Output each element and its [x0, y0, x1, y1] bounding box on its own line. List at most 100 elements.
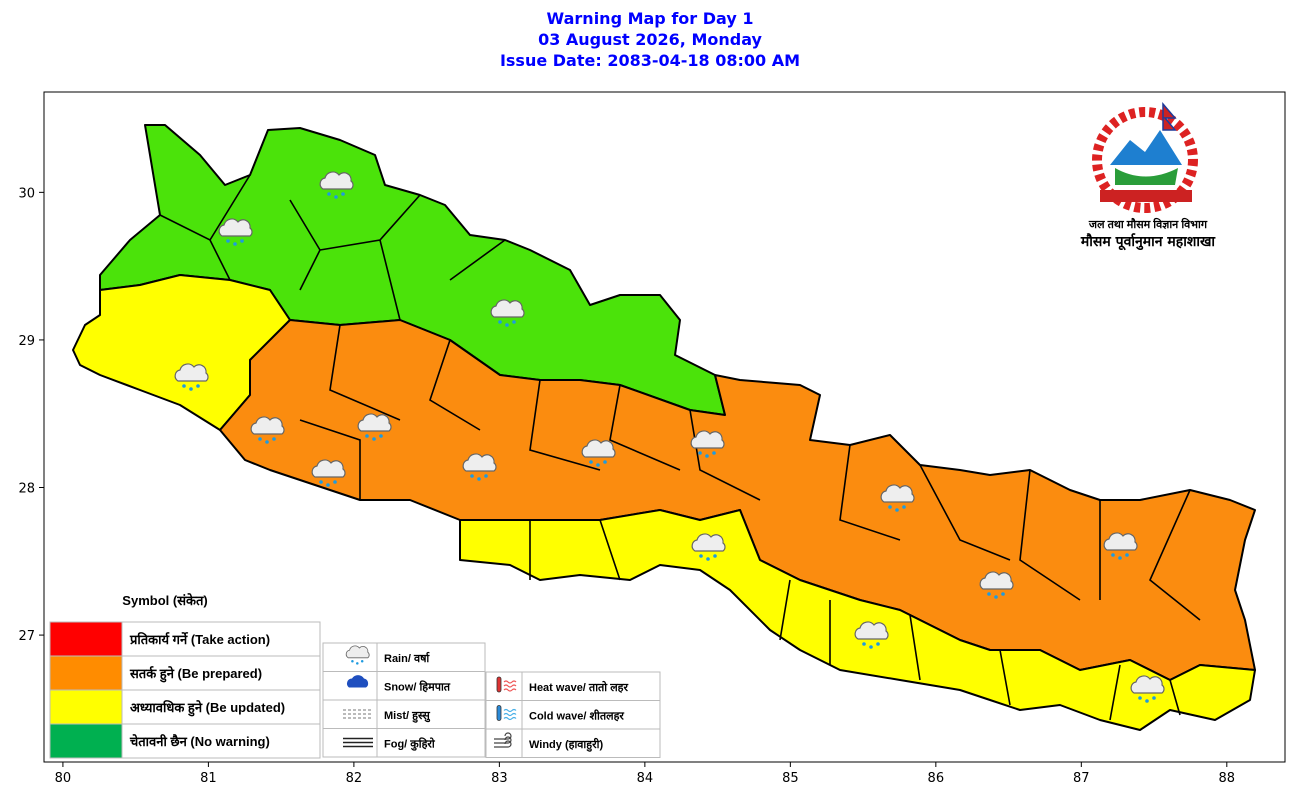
rain-drop [226, 239, 230, 243]
cloud [880, 484, 915, 503]
symbol-cell [376, 671, 486, 701]
rain-icon [979, 571, 1014, 599]
level-swatch [49, 621, 123, 657]
rain-drop [356, 662, 359, 665]
rain-drop [706, 557, 710, 561]
hazard-label: Heat wave/ तातो लहर [529, 680, 629, 694]
rain-drop [470, 474, 474, 478]
rain-drop [484, 474, 488, 478]
wind-line [494, 740, 512, 748]
cloud [581, 439, 616, 458]
y-tick-label: 30 [18, 186, 35, 201]
x-tick-label: 87 [1073, 771, 1090, 786]
rain-drop [862, 642, 866, 646]
rain-icon [581, 439, 616, 467]
wave-line [503, 680, 517, 684]
cloud [357, 413, 392, 432]
rain-drop [1145, 699, 1149, 703]
zone-be-updated-south [459, 509, 1256, 731]
logo-flag [1162, 101, 1177, 131]
rain-drop [603, 460, 607, 464]
level-cell [121, 655, 321, 691]
x-tick-label: 82 [346, 771, 363, 786]
rain-drop [189, 387, 193, 391]
rain-drop [326, 483, 330, 487]
snow-icon [347, 675, 369, 688]
rain-icon [691, 533, 726, 561]
logo-line1: जल तथा मौसम विज्ञान विभाग [1088, 217, 1208, 231]
wave-line [503, 684, 517, 688]
hazard-label: Windy (हावाहुरी) [529, 737, 603, 752]
rain-drop [498, 320, 502, 324]
cloud [250, 416, 285, 435]
rain-icon [218, 218, 253, 246]
rain-drop [272, 437, 276, 441]
wave-line [503, 708, 517, 713]
rain-drop [705, 454, 709, 458]
level-swatch [49, 655, 123, 691]
rain-drop [1138, 696, 1142, 700]
rain-drop [333, 480, 337, 484]
hazard-label: Cold wave/ शीतलहर [529, 709, 624, 723]
thermometer [496, 676, 502, 693]
rain-drop [379, 434, 383, 438]
rain-drop [196, 384, 200, 388]
rain-icon [345, 645, 370, 665]
map-zones [72, 124, 1256, 731]
thermometer [496, 705, 502, 721]
rain-drop [888, 505, 892, 509]
rain-icon [319, 171, 354, 199]
rain-drop [182, 384, 186, 388]
hazard-icon-cell [485, 700, 523, 730]
rain-drop [895, 508, 899, 512]
rain-icon [357, 413, 392, 441]
cloud [979, 571, 1014, 590]
level-label: प्रतिकार्य गर्ने (Take action) [129, 632, 270, 647]
level-label: अध्यावधिक हुने (Be updated) [130, 700, 285, 717]
map-date: 03 August 2026, Monday [538, 30, 762, 49]
wave-line [503, 716, 517, 721]
rain-drop [596, 463, 600, 467]
rain-drop [360, 660, 364, 663]
issue-date: Issue Date: 2083-04-18 08:00 AM [500, 51, 800, 70]
symbol-label: Rain/ वर्षा [384, 651, 430, 665]
logo-ribbon [1100, 190, 1192, 202]
cloud [218, 218, 253, 237]
level-cell [121, 621, 321, 657]
rain-drop [334, 195, 338, 199]
hazard-cell [521, 728, 661, 758]
logo: जल तथा मौसम विज्ञान विभाग मौसम पूर्वानुम… [1080, 101, 1216, 251]
rain-drop [258, 437, 262, 441]
rain-drop [1125, 553, 1129, 557]
rain-icon [490, 299, 525, 327]
rain-drop [1111, 553, 1115, 557]
level-label: चेतावनी छैन (No warning) [129, 734, 270, 749]
cloud [174, 363, 209, 382]
rain-icon [311, 459, 346, 487]
symbol-cell [376, 699, 486, 729]
cloud [319, 171, 354, 190]
rain-drop [372, 437, 376, 441]
legend: Symbol (संकेत) प्रतिकार्य गर्ने (Take ac… [49, 593, 661, 759]
rain-drop [265, 440, 269, 444]
level-label: सतर्क हुने (Be prepared) [129, 666, 262, 683]
rain-icon [174, 363, 209, 391]
rain-icon [690, 430, 725, 458]
rain-icon [462, 453, 497, 481]
cloud [1103, 532, 1138, 551]
rain-drop [477, 477, 481, 481]
logo-hills [1115, 168, 1178, 185]
level-cell [121, 689, 321, 725]
symbol-cell [376, 728, 486, 758]
hazard-cell [521, 700, 661, 730]
x-tick-label: 88 [1219, 771, 1236, 786]
cloud [345, 645, 370, 659]
rain-drop [512, 320, 516, 324]
rain-drop [505, 323, 509, 327]
rain-drop [1118, 556, 1122, 560]
axes: 80 81 82 83 84 85 86 87 88 27 28 29 30 [18, 186, 1235, 786]
rain-drop [876, 642, 880, 646]
rain-drop [240, 239, 244, 243]
cloud [854, 621, 889, 640]
y-tick-label: 27 [18, 629, 35, 644]
